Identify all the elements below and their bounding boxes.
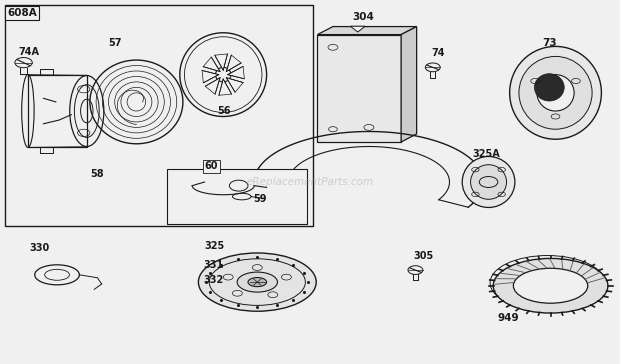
Ellipse shape <box>462 157 515 207</box>
Text: 58: 58 <box>90 169 104 178</box>
Polygon shape <box>215 54 228 70</box>
Text: 949: 949 <box>497 313 519 323</box>
Text: 74A: 74A <box>19 47 40 56</box>
Ellipse shape <box>471 165 507 199</box>
Text: 57: 57 <box>108 37 122 47</box>
Polygon shape <box>205 78 220 94</box>
Ellipse shape <box>519 56 592 129</box>
Polygon shape <box>228 66 244 79</box>
Text: 325: 325 <box>205 241 225 251</box>
Text: 325A: 325A <box>472 149 500 159</box>
Ellipse shape <box>510 46 601 139</box>
Text: 304: 304 <box>352 12 374 22</box>
Ellipse shape <box>248 277 267 287</box>
Text: 608A: 608A <box>7 8 37 18</box>
Text: 331: 331 <box>203 260 224 269</box>
Text: 305: 305 <box>414 251 434 261</box>
Polygon shape <box>226 78 243 92</box>
Polygon shape <box>350 26 365 32</box>
Text: 56: 56 <box>217 106 231 115</box>
Polygon shape <box>317 35 401 142</box>
Ellipse shape <box>198 253 316 311</box>
Polygon shape <box>203 57 220 72</box>
Bar <box>28 75 87 147</box>
Ellipse shape <box>237 272 278 292</box>
Bar <box>5 5 313 226</box>
Text: 332: 332 <box>203 275 224 285</box>
Polygon shape <box>317 27 417 35</box>
Text: 73: 73 <box>542 37 557 47</box>
Polygon shape <box>219 79 232 95</box>
Ellipse shape <box>534 74 564 101</box>
Polygon shape <box>226 55 241 72</box>
Ellipse shape <box>513 268 588 303</box>
Ellipse shape <box>537 75 574 111</box>
Polygon shape <box>401 27 417 142</box>
Text: 59: 59 <box>253 194 267 204</box>
Bar <box>167 169 307 224</box>
Text: 60: 60 <box>205 161 218 171</box>
Polygon shape <box>202 70 219 83</box>
Text: 330: 330 <box>29 243 50 253</box>
Text: eReplacementParts.com: eReplacementParts.com <box>246 177 374 187</box>
Ellipse shape <box>494 258 608 313</box>
Text: 74: 74 <box>431 48 445 58</box>
